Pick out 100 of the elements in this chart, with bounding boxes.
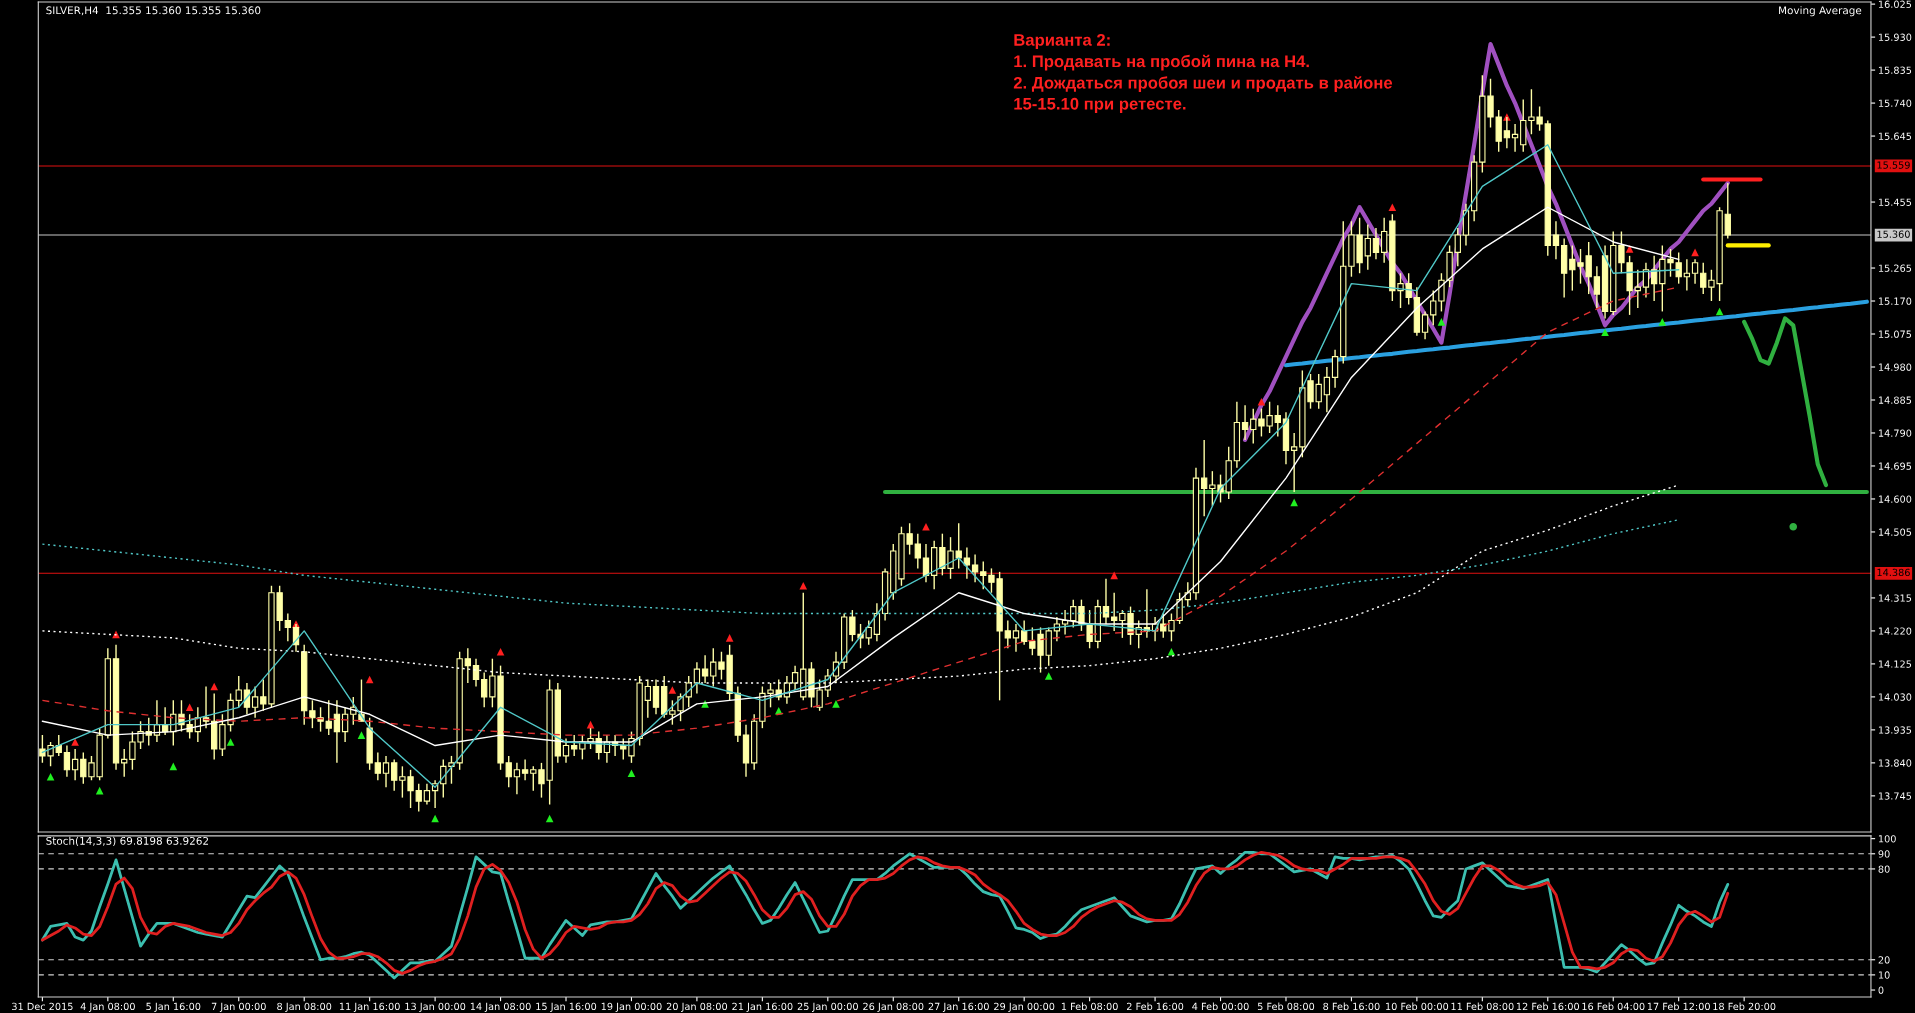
- x-tick-label: 4 Jan 08:00: [80, 1002, 135, 1012]
- candlestick: [1331, 348, 1339, 389]
- x-tick-label: 21 Jan 16:00: [732, 1002, 793, 1012]
- candlestick: [1380, 216, 1388, 264]
- x-tick-label: 7 Jan 00:00: [211, 1002, 266, 1012]
- candlestick: [644, 678, 651, 719]
- x-tick-label: 12 Feb 16:00: [1516, 1002, 1580, 1011]
- point: [357, 731, 366, 739]
- y-tick-label: 10: [1878, 971, 1890, 979]
- y-tick-label: 15.930: [1878, 33, 1912, 41]
- point: [226, 738, 235, 746]
- candlestick: [922, 543, 930, 583]
- y-tick-label: 13.935: [1878, 726, 1912, 734]
- point: [71, 738, 79, 746]
- x-tick-label: 29 Jan 00:00: [994, 1002, 1055, 1012]
- y-tick-label: 14.125: [1878, 660, 1912, 668]
- y-tick-label: 14.980: [1878, 363, 1912, 371]
- candlestick: [1274, 404, 1281, 438]
- candlestick: [971, 553, 979, 583]
- x-tick-label: 11 Jan 16:00: [339, 1002, 400, 1012]
- x-tick-label: 14 Jan 08:00: [470, 1002, 531, 1012]
- chart-title: SILVER,H4 15.355 15.360 15.355 15.360: [46, 6, 261, 16]
- candlestick: [521, 758, 529, 781]
- candlestick: [1241, 404, 1249, 441]
- candlestick: [693, 661, 701, 695]
- y-tick-label: 90: [1878, 850, 1890, 858]
- candlestick: [1110, 592, 1118, 632]
- x-tick-label: 27 Jan 16:00: [928, 1002, 989, 1012]
- candlestick: [1503, 116, 1511, 149]
- candlestick: [472, 657, 480, 688]
- y-tick-label: 14.030: [1878, 693, 1912, 701]
- candlestick: [1364, 223, 1371, 271]
- candlestick: [562, 737, 570, 764]
- chart-title: Stoch(14,3,3) 69.8198 63.9262: [46, 836, 209, 847]
- point: [1388, 203, 1397, 212]
- candlestick: [513, 762, 521, 795]
- point: [668, 686, 677, 694]
- x-tick-label: 2 Feb 16:00: [1126, 1002, 1184, 1011]
- candlestick: [63, 744, 71, 778]
- point: [832, 700, 840, 708]
- y-tick-label: 14.790: [1878, 429, 1912, 437]
- x-tick-label: 4 Feb 00:00: [1192, 1002, 1249, 1011]
- point: [1789, 522, 1798, 531]
- x-tick-label: 20 Jan 08:00: [666, 1002, 728, 1012]
- candlestick: [423, 783, 431, 806]
- y-tick-label: 16.025: [1878, 0, 1912, 8]
- candlestick: [701, 654, 709, 684]
- candlestick: [1593, 265, 1601, 309]
- candlestick: [121, 748, 128, 778]
- point: [1110, 571, 1118, 580]
- point: [1044, 672, 1053, 680]
- y-tick-label: 15.075: [1878, 330, 1912, 338]
- candlestick: [791, 664, 799, 691]
- ref-line-label: 15.360: [1877, 230, 1910, 238]
- x-tick-label: 25 Jan 00:00: [797, 1002, 858, 1012]
- candlestick: [1552, 220, 1560, 261]
- candlestick: [481, 671, 488, 709]
- candlestick: [1290, 432, 1298, 493]
- candlestick: [374, 751, 382, 781]
- ref-line-label: 14.386: [1877, 568, 1910, 577]
- candlestick: [1323, 366, 1331, 413]
- candlestick: [1634, 269, 1641, 309]
- candlestick: [464, 647, 472, 684]
- candlestick: [284, 612, 292, 643]
- point: [431, 814, 439, 823]
- point: [46, 772, 55, 781]
- x-tick-label: 8 Feb 16:00: [1323, 1002, 1380, 1011]
- x-tick-label: 8 Jan 08:00: [277, 1002, 332, 1012]
- x-tick-label: 31 Dec 2015: [12, 1002, 73, 1011]
- x-tick-label: 13 Jan 00:00: [405, 1002, 466, 1012]
- point: [365, 675, 374, 684]
- y-tick-label: 13.840: [1878, 759, 1912, 767]
- candlestick: [71, 748, 79, 781]
- candlestick: [1372, 227, 1380, 261]
- x-tick-label: 19 Jan 00:00: [601, 1002, 662, 1012]
- y-tick-label: 14.220: [1878, 627, 1912, 635]
- candlestick: [652, 678, 660, 715]
- candlestick: [1012, 623, 1020, 653]
- line-series: [1742, 316, 1829, 488]
- candlestick: [1724, 182, 1731, 240]
- candlestick: [251, 685, 259, 719]
- x-tick-label: 5 Jan 16:00: [146, 1002, 201, 1012]
- candlestick: [1454, 227, 1461, 267]
- candlestick: [1102, 578, 1110, 625]
- point: [1625, 245, 1634, 253]
- point: [1658, 318, 1667, 326]
- point: [799, 581, 808, 590]
- x-tick-label: 16 Feb 04:00: [1582, 1002, 1645, 1011]
- y-tick-label: 14.600: [1878, 495, 1912, 503]
- point: [1601, 328, 1609, 337]
- y-tick-label: 15.265: [1878, 264, 1912, 272]
- candlestick: [1086, 609, 1093, 649]
- point: [1290, 498, 1298, 507]
- candlestick: [1421, 310, 1429, 340]
- point: [1257, 397, 1266, 406]
- x-tick-label: 18 Feb 20:00: [1713, 1002, 1776, 1011]
- y-tick-label: 15.455: [1878, 198, 1912, 206]
- y-tick-label: 0: [1878, 986, 1884, 994]
- candlestick: [382, 755, 390, 788]
- annotation: Варианта 2: 1. Продавать на пробой пина на H4. 2. Дождаться пробоя шеи и продать в районе 15-15.10 при ретесте.: [1013, 34, 1393, 113]
